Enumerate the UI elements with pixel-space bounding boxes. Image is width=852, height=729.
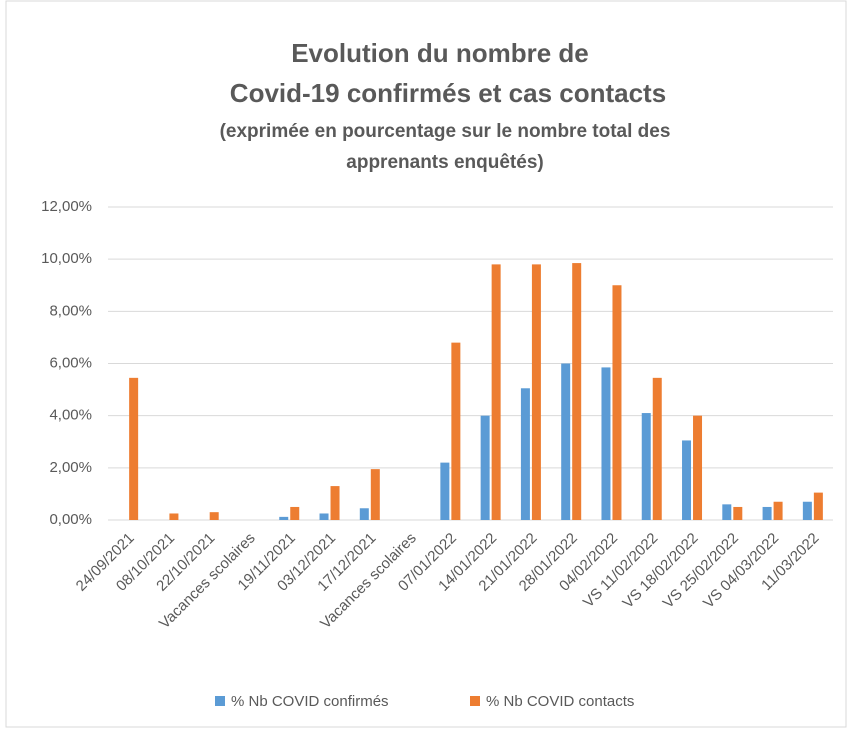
y-tick-label: 6,00%: [49, 354, 92, 371]
legend-swatch: [215, 696, 225, 706]
bar: [601, 367, 611, 520]
bar: [451, 342, 461, 520]
bar: [209, 512, 219, 520]
bar: [802, 501, 812, 520]
bar: [733, 506, 743, 520]
bar: [491, 264, 501, 520]
bar: [359, 508, 369, 520]
bar: [641, 413, 651, 520]
y-tick-label: 12,00%: [41, 198, 92, 215]
bar: [531, 264, 541, 520]
bar: [693, 415, 703, 520]
chart-title: Covid-19 confirmés et cas contacts: [230, 78, 666, 108]
y-tick-label: 4,00%: [49, 407, 92, 424]
legend-swatch: [470, 696, 480, 706]
bar: [169, 513, 179, 520]
bar: [440, 462, 450, 520]
bar: [762, 506, 772, 520]
bar: [722, 504, 732, 520]
bar: [520, 388, 530, 520]
legend-label: % Nb COVID contacts: [486, 693, 634, 710]
bar: [561, 363, 571, 520]
bar: [612, 285, 622, 520]
bar: [370, 469, 380, 520]
bar: [319, 513, 329, 520]
chart-subtitle: (exprimée en pourcentage sur le nombre t…: [220, 121, 671, 142]
bar: [129, 377, 139, 520]
bar: [652, 377, 662, 520]
legend-label: % Nb COVID confirmés: [231, 693, 389, 710]
y-tick-label: 0,00%: [49, 511, 92, 528]
y-tick-label: 8,00%: [49, 302, 92, 319]
chart-subtitle: apprenants enquêtés): [346, 152, 543, 173]
bar: [773, 501, 783, 520]
bar: [682, 440, 692, 520]
y-tick-label: 2,00%: [49, 459, 92, 476]
bar: [279, 516, 289, 520]
y-tick-label: 10,00%: [41, 250, 92, 267]
bar: [813, 492, 823, 520]
bar: [290, 506, 300, 520]
chart-title: Evolution du nombre de: [291, 38, 589, 68]
bar: [480, 415, 490, 520]
bar: [330, 486, 340, 520]
bar: [572, 263, 582, 520]
